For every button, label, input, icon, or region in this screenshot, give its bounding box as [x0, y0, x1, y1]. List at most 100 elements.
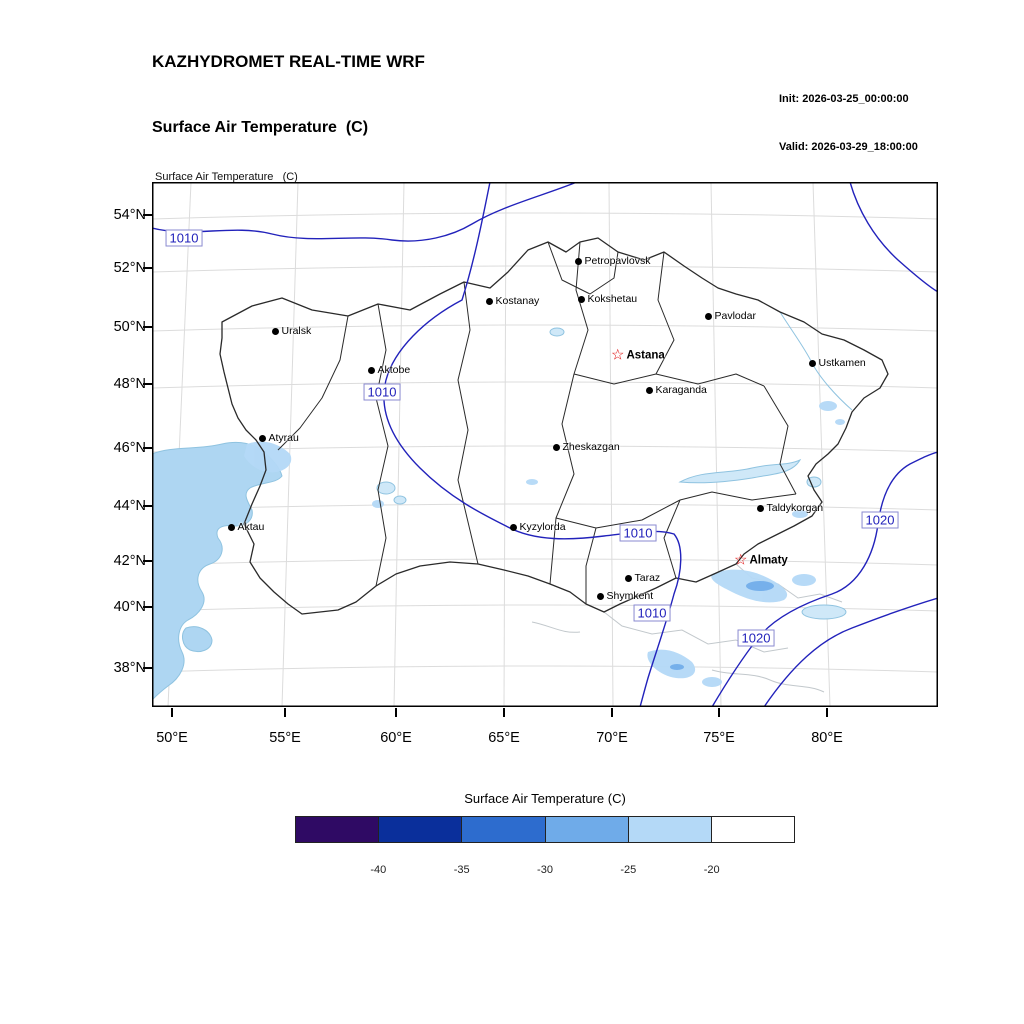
page-title: KAZHYDROMET REAL-TIME WRF — [152, 52, 425, 72]
city-aktau: Aktau — [227, 521, 265, 533]
temperature-shading-cold — [670, 581, 774, 670]
colorbar-tick--40: -40 — [370, 864, 387, 876]
lon-label-70-e: 70°E — [596, 730, 628, 746]
lon-tick-mark — [611, 708, 613, 717]
capital-almaty: ☆ Almaty — [734, 553, 788, 568]
capital-label: Almaty — [749, 554, 788, 566]
isobar-label-1010: 1010 — [633, 604, 671, 622]
capital-star-icon: ☆ — [611, 346, 625, 364]
lon-label-55-e: 55°E — [269, 730, 301, 746]
city-label: Aktau — [237, 521, 265, 533]
subtitle-temperature: Surface Air Temperature (C) — [152, 119, 369, 137]
city-dot-icon — [577, 295, 585, 303]
city-dot-icon — [624, 574, 632, 582]
city-kyzylorda: Kyzylorda — [509, 521, 566, 533]
legend-title: Surface Air Temperature (C) — [464, 791, 626, 806]
lat-label-52-n: 52°N — [113, 260, 146, 276]
city-dot-icon — [596, 592, 604, 600]
lat-tick-mark — [143, 326, 152, 328]
city-dot-icon — [756, 504, 764, 512]
city-label: Aktobe — [377, 364, 411, 376]
lat-label-54-n: 54°N — [113, 207, 146, 223]
colorbar-tick--30: -30 — [537, 864, 553, 876]
city-karaganda: Karaganda — [645, 384, 707, 396]
lon-tick-mark — [503, 708, 505, 717]
capital-astana: ☆ Astana — [611, 348, 665, 363]
lake-aral-2 — [393, 495, 407, 505]
country-borders — [219, 237, 889, 615]
lat-tick-mark — [143, 383, 152, 385]
init-time: Init: 2026-03-25_00:00:00 — [779, 92, 909, 105]
city-label: Taldykorgan — [766, 502, 824, 514]
map-field-temperature: Surface Air Temperature (C) — [155, 171, 298, 183]
city-label: Shymkent — [606, 590, 654, 602]
city-dot-icon — [645, 386, 653, 394]
city-dot-icon — [271, 327, 279, 335]
lat-label-40-n: 40°N — [113, 599, 146, 615]
valid-time: Valid: 2026-03-29_18:00:00 — [779, 140, 918, 153]
map-canvas: Petropavlovsk Kostanay Kokshetau Pavlodar Ur… — [152, 182, 938, 707]
city-ustkamen: Ustkamen — [808, 357, 866, 369]
city-aktobe: Aktobe — [367, 364, 411, 376]
colorbar-segment-0 — [296, 817, 379, 842]
isobar-label-1010: 1010 — [619, 524, 657, 542]
run-info: Init: 2026-03-25_00:00:00 Valid: 2026-03… — [779, 60, 918, 188]
lat-tick-mark — [143, 505, 152, 507]
lake-aral-1 — [376, 481, 396, 495]
lat-label-50-n: 50°N — [113, 319, 146, 335]
lon-tick-mark — [171, 708, 173, 717]
city-dot-icon — [485, 297, 493, 305]
city-kokshetau: Kokshetau — [577, 293, 638, 305]
city-label: Petropavlovsk — [584, 255, 651, 267]
city-taraz: Taraz — [624, 572, 661, 584]
lat-tick-mark — [143, 560, 152, 562]
lon-tick-mark — [284, 708, 286, 717]
city-label: Karaganda — [655, 384, 707, 396]
city-label: Kyzylorda — [519, 521, 566, 533]
city-uralsk: Uralsk — [271, 325, 312, 337]
lake-alakol — [806, 476, 822, 488]
city-label: Atyrau — [268, 432, 299, 444]
lakes — [376, 327, 847, 620]
isobar-label-1010: 1010 — [363, 383, 401, 401]
lon-tick-mark — [718, 708, 720, 717]
map-overlay: Petropavlovsk Kostanay Kokshetau Pavlodar Ur… — [152, 182, 938, 707]
map-graphics — [152, 182, 938, 707]
colorbar-segment-3 — [544, 817, 628, 842]
map-frame — [152, 182, 938, 707]
isobar-label-1020: 1020 — [861, 511, 899, 529]
city-pavlodar: Pavlodar — [704, 310, 756, 322]
lake-issykkul — [801, 604, 847, 620]
lat-tick-mark — [143, 447, 152, 449]
colorbar-segment-5 — [710, 817, 795, 842]
lon-tick-mark — [395, 708, 397, 717]
lon-label-65-e: 65°E — [488, 730, 520, 746]
city-atyrau: Atyrau — [258, 432, 299, 444]
lat-tick-mark — [143, 267, 152, 269]
lat-label-46-n: 46°N — [113, 440, 146, 456]
city-label: Kokshetau — [587, 293, 638, 305]
city-label: Uralsk — [281, 325, 312, 337]
city-label: Ustkamen — [818, 357, 866, 369]
lon-label-75-e: 75°E — [703, 730, 735, 746]
city-label: Zheskazgan — [562, 441, 620, 453]
colorbar-segment-2 — [461, 817, 545, 842]
city-shymkent: Shymkent — [596, 590, 654, 602]
city-label: Taraz — [634, 572, 661, 584]
lat-tick-mark — [143, 214, 152, 216]
lake-tengiz — [549, 327, 565, 337]
city-dot-icon — [227, 523, 235, 531]
isobar-label-1020: 1020 — [737, 629, 775, 647]
lat-label-44-n: 44°N — [113, 498, 146, 514]
capital-label: Astana — [626, 349, 665, 361]
lon-label-80-e: 80°E — [811, 730, 843, 746]
lon-label-50-e: 50°E — [156, 730, 188, 746]
lat-label-38-n: 38°N — [113, 660, 146, 676]
colorbar-tick--20: -20 — [703, 864, 720, 876]
city-dot-icon — [258, 434, 266, 442]
isobar-label-1010: 1010 — [165, 229, 203, 247]
colorbar-segment-1 — [378, 817, 462, 842]
city-petropavlovsk: Petropavlovsk — [574, 255, 651, 267]
lat-tick-mark — [143, 606, 152, 608]
